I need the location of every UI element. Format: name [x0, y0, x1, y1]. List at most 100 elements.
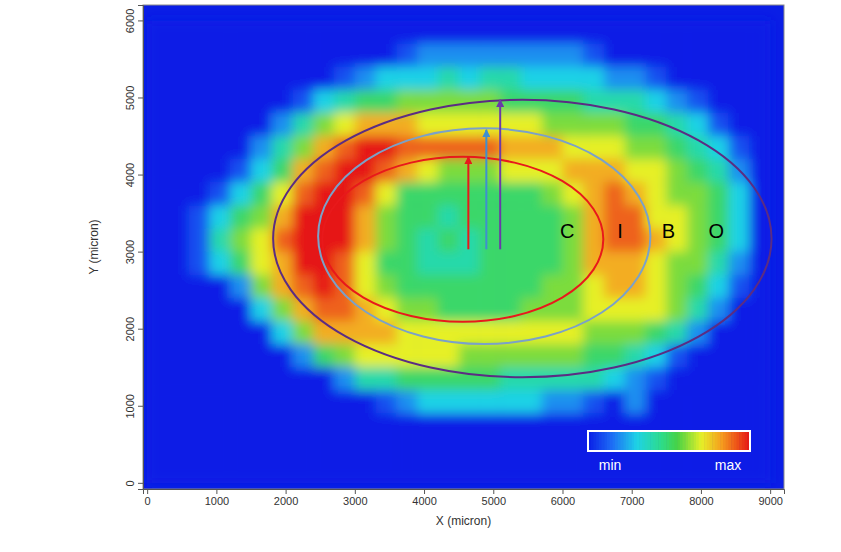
heatmap-cell [417, 20, 438, 44]
heatmap-cell [521, 67, 542, 91]
heatmap-cell [729, 90, 750, 114]
heatmap-cell [189, 321, 210, 345]
heatmap-cell [209, 298, 230, 322]
heatmap-cell [562, 20, 583, 44]
heatmap-cell [646, 390, 667, 414]
heatmap-cell [729, 252, 750, 276]
heatmap-cell [168, 20, 189, 44]
heatmap-cell [438, 20, 459, 44]
heatmap-cell [376, 321, 397, 345]
heatmap-cell [521, 390, 542, 414]
heatmap-cell [293, 298, 314, 322]
heatmap-cell [708, 252, 729, 276]
heatmap-cell [479, 437, 500, 461]
heatmap-cell [521, 20, 542, 44]
heatmap-cell [749, 437, 770, 461]
heatmap-cell [147, 159, 168, 183]
heatmap-cell [729, 344, 750, 368]
heatmap-cell [625, 67, 646, 91]
heatmap-cell [646, 67, 667, 91]
heatmap-cell [189, 159, 210, 183]
x-tick-mark [701, 489, 702, 494]
heatmap-cell [583, 20, 604, 44]
heatmap-cell [666, 44, 687, 68]
heatmap-cell [666, 20, 687, 44]
heatmap-cell [209, 136, 230, 160]
heatmap-cell [147, 205, 168, 229]
heatmap-cell [230, 437, 251, 461]
y-tick-label: 0 [124, 480, 136, 486]
heatmap-cell [355, 344, 376, 368]
heatmap-cell [666, 321, 687, 345]
heatmap-cell [293, 413, 314, 437]
x-tick-mark [286, 489, 287, 494]
heatmap-cell [272, 113, 293, 137]
heatmap-cell [189, 344, 210, 368]
heatmap-cell [459, 390, 480, 414]
x-axis-title: X (micron) [436, 514, 491, 528]
heatmap-cell [646, 460, 667, 484]
heatmap-cell [521, 413, 542, 437]
heatmap-cell [272, 344, 293, 368]
heatmap-cell [646, 321, 667, 345]
heatmap-cell [604, 321, 625, 345]
heatmap-cell [334, 460, 355, 484]
heatmap-cell [168, 229, 189, 253]
heatmap-cell [749, 298, 770, 322]
heatmap-cell [293, 90, 314, 114]
heatmap-cell [251, 344, 272, 368]
heatmap-cell [189, 298, 210, 322]
heatmap-cell [646, 275, 667, 299]
heatmap-cell [708, 344, 729, 368]
heatmap-cell [272, 367, 293, 391]
heatmap-cell [376, 298, 397, 322]
arrow [485, 130, 487, 249]
y-tick-label: 3000 [124, 240, 136, 264]
heatmap-cell [313, 136, 334, 160]
heatmap-cell [272, 229, 293, 253]
heatmap-cell [479, 298, 500, 322]
heatmap-cell [168, 437, 189, 461]
heatmap-cell [396, 20, 417, 44]
heatmap-cell [687, 344, 708, 368]
heatmap-cell [376, 413, 397, 437]
heatmap-cell [376, 20, 397, 44]
heatmap-cell [583, 90, 604, 114]
heatmap-cell [376, 344, 397, 368]
heatmap-cell [376, 390, 397, 414]
heatmap-cell [438, 413, 459, 437]
heatmap-cell [272, 44, 293, 68]
heatmap-cell [396, 67, 417, 91]
heatmap-cell [729, 136, 750, 160]
heatmap-cell [562, 413, 583, 437]
heatmap-cell [687, 44, 708, 68]
heatmap-cell [500, 229, 521, 253]
region-label: C [560, 220, 574, 242]
heatmap-cell [209, 275, 230, 299]
heatmap-cell [251, 390, 272, 414]
heatmap-cell [189, 136, 210, 160]
heatmap-cell [376, 205, 397, 229]
heatmap-cell [604, 344, 625, 368]
heatmap-cell [749, 67, 770, 91]
heatmap-cell [749, 390, 770, 414]
heatmap-cell [666, 390, 687, 414]
heatmap-cell [293, 367, 314, 391]
heatmap-cell [313, 367, 334, 391]
heatmap-cell [334, 367, 355, 391]
y-tick-label: 5000 [124, 86, 136, 110]
heatmap-cell [729, 44, 750, 68]
heatmap-cell [168, 113, 189, 137]
heatmap-cell [251, 460, 272, 484]
heatmap-cell [293, 44, 314, 68]
heatmap-cell [313, 44, 334, 68]
heatmap-cell [417, 182, 438, 206]
y-tick: 0 [124, 480, 143, 486]
heatmap-cell [293, 390, 314, 414]
x-tick-label: 1000 [205, 495, 229, 507]
heatmap-cell [542, 44, 563, 68]
heatmap-cell [209, 437, 230, 461]
heatmap-cell [500, 136, 521, 160]
region-ellipse [318, 128, 650, 344]
heatmap-cell [708, 367, 729, 391]
